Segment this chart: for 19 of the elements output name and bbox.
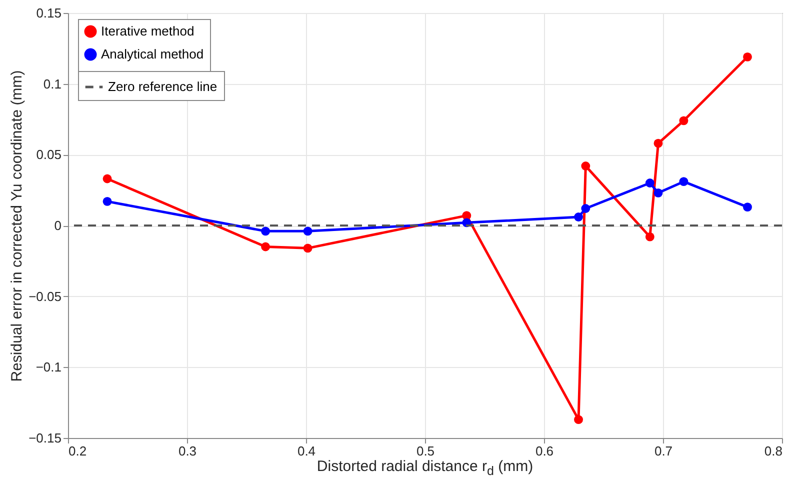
x-tick-label: 0.7 xyxy=(654,444,673,458)
x-tick-label: 0.3 xyxy=(178,444,197,458)
x-axis-title: Distorted radial distance r$_{d}$ (mm) xyxy=(316,458,534,478)
y-tick-label: 0.1 xyxy=(43,76,62,92)
x-tick-label: 0.2 xyxy=(68,444,87,458)
x-tick-label: 0.6 xyxy=(535,444,554,458)
x-tick-label: 0.8 xyxy=(764,444,782,458)
legend-label: Iterative method xyxy=(101,24,194,38)
x-tick-label: 0.5 xyxy=(416,444,435,458)
x-tick-label: 0.4 xyxy=(297,444,316,458)
y-tick-label: 0.15 xyxy=(36,6,62,20)
y-tick-label: −0.05 xyxy=(28,288,62,304)
y-axis-title: Residual error in corrected Yu coordinate (mm) xyxy=(8,70,26,382)
y-tick-label: −0.1 xyxy=(36,360,62,375)
legend-label: Zero reference line xyxy=(108,79,218,94)
y-tick-label: 0.05 xyxy=(36,147,62,162)
legend-label: Analytical method xyxy=(101,46,204,62)
y-tick-label: −0.15 xyxy=(28,430,62,446)
y-tick-label: 0 xyxy=(54,218,62,233)
